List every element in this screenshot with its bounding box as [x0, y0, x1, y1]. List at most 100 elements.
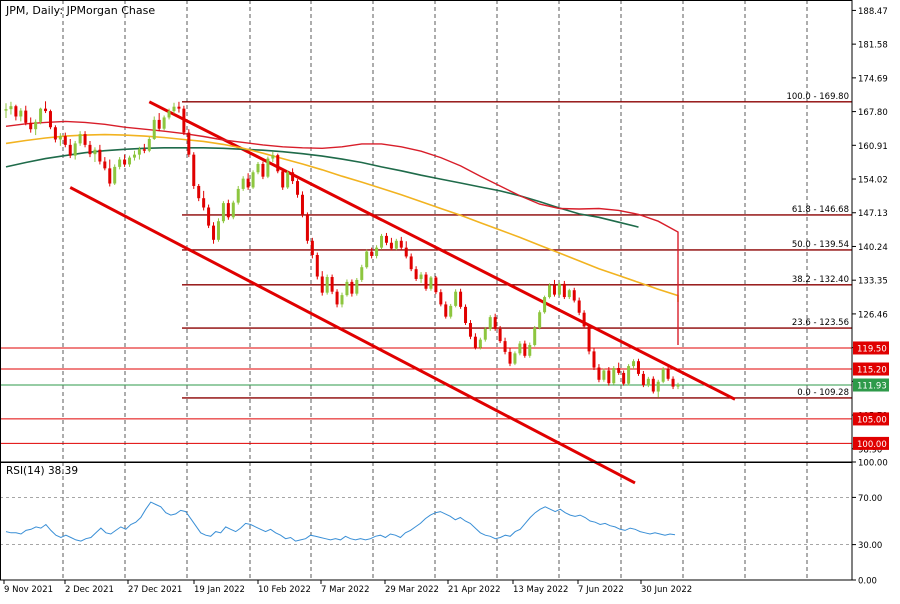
candle-body	[651, 378, 655, 392]
rsi-tick-label-1: 70.00	[858, 494, 882, 504]
candle	[523, 340, 527, 358]
candle-body	[661, 369, 665, 382]
x-tick-label-6: 29 Mar 2022	[385, 585, 439, 595]
candle	[478, 337, 482, 350]
candle	[296, 179, 300, 198]
candle-body	[63, 136, 67, 145]
candle	[261, 161, 265, 180]
price-tick-label-7: 140.24	[858, 243, 888, 253]
candle	[152, 116, 156, 140]
candle-body	[617, 368, 621, 373]
candle	[207, 204, 211, 229]
candle	[360, 264, 364, 282]
candle-body	[404, 247, 408, 257]
candle	[172, 102, 176, 114]
candle-body	[310, 240, 314, 255]
candle	[582, 310, 586, 329]
candle-body	[24, 110, 28, 123]
candle	[192, 152, 196, 189]
candle	[29, 117, 33, 133]
level-tag-label-1: 115.20	[857, 366, 887, 376]
candle-body	[409, 256, 413, 270]
candle	[636, 358, 640, 376]
candle-body	[636, 361, 640, 374]
candle	[98, 144, 102, 165]
candle-body	[256, 163, 260, 173]
candle-body	[113, 166, 117, 184]
candle-body	[172, 106, 176, 112]
candle-body	[197, 185, 201, 199]
candle-body	[454, 291, 458, 306]
candle	[375, 245, 379, 259]
candle	[632, 359, 636, 370]
candle	[661, 367, 665, 384]
candle-body	[192, 154, 196, 186]
candle-body	[147, 138, 151, 151]
candle-body	[523, 343, 527, 356]
candle	[202, 190, 206, 211]
candle	[587, 323, 591, 355]
candle	[380, 233, 384, 250]
candle	[281, 169, 285, 190]
fib-label-0: 100.0 - 169.80	[786, 92, 849, 102]
candle	[473, 333, 477, 350]
candle-body	[19, 110, 23, 117]
candle-body	[44, 108, 48, 112]
candle-body	[577, 300, 581, 313]
candle-body	[360, 267, 364, 280]
candle-body	[246, 178, 250, 188]
candlesticks	[4, 101, 680, 398]
candle-body	[612, 368, 616, 384]
candle-body	[137, 149, 141, 155]
candle	[513, 351, 517, 366]
candle-body	[305, 214, 309, 241]
fib-label-5: 0.0 - 109.28	[797, 388, 849, 398]
rsi-tick-label-3: 0.00	[858, 577, 877, 587]
level-tag-label-3: 100.00	[857, 440, 887, 450]
x-tick-label-0: 9 Nov 2021	[4, 585, 53, 595]
candle-body	[434, 277, 438, 293]
candle-body	[236, 188, 240, 203]
candle	[503, 337, 507, 355]
candle-body	[459, 291, 463, 307]
level-tag-0	[853, 341, 889, 355]
candle	[212, 222, 216, 244]
candle	[197, 184, 201, 202]
candle	[518, 341, 522, 356]
level-tag-1	[853, 362, 889, 376]
candle-body	[656, 381, 660, 392]
candle-body	[9, 106, 13, 110]
candle-body	[483, 328, 487, 340]
candle-body	[666, 369, 670, 379]
candle-body	[671, 378, 675, 387]
candle-body	[123, 159, 127, 165]
candle	[167, 108, 171, 120]
horizontal-levels	[0, 347, 852, 444]
candle	[68, 138, 72, 159]
candle	[276, 153, 280, 174]
candle	[646, 376, 650, 388]
candle-body	[449, 305, 453, 317]
candle-body	[221, 203, 225, 222]
candle	[187, 129, 191, 158]
candle-body	[562, 283, 566, 298]
rsi-label: RSI(14) 38.39	[6, 465, 78, 477]
candle	[345, 279, 349, 297]
rsi-line	[0, 496, 852, 545]
candle	[305, 212, 309, 244]
candle-body	[548, 285, 552, 298]
price-tick-label-3: 167.80	[858, 108, 888, 118]
x-tick-label-4: 10 Feb 2022	[258, 585, 311, 595]
candle-body	[424, 274, 428, 289]
candle	[137, 146, 141, 160]
candle	[340, 292, 344, 308]
candle	[572, 287, 576, 303]
candle	[157, 113, 161, 132]
price-tick-label-2: 174.69	[858, 74, 888, 84]
candle-body	[439, 292, 443, 305]
candle-body	[597, 367, 601, 380]
candle	[103, 157, 107, 171]
candle	[39, 107, 43, 125]
candle-body	[34, 121, 38, 130]
